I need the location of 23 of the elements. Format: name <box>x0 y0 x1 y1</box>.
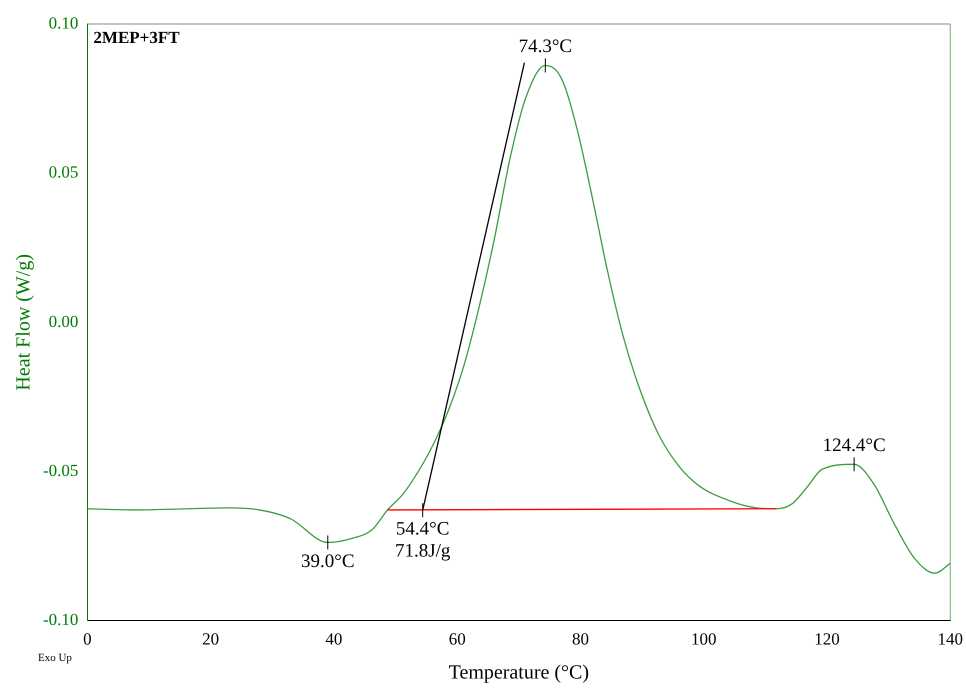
chart-title: 2MEP+3FT <box>93 28 180 47</box>
y-tick-label: -0.10 <box>42 610 78 630</box>
x-tick-label: 60 <box>448 629 466 648</box>
y-tick-label: -0.05 <box>42 460 78 480</box>
x-tick-label: 140 <box>938 629 963 648</box>
annotation: 39.0°C <box>301 550 355 572</box>
x-tick-label: 40 <box>325 629 342 648</box>
annotation: 54.4°C <box>396 518 450 540</box>
annotation: 74.3°C <box>518 36 572 57</box>
x-tick-label: 120 <box>814 629 840 648</box>
y-tick-label: 0.10 <box>48 13 78 32</box>
x-tick-label: 80 <box>572 629 589 648</box>
y-tick-label: 0.05 <box>48 162 78 182</box>
x-tick-label: 20 <box>202 629 220 648</box>
line-series <box>87 64 950 574</box>
x-tick-label: 0 <box>83 629 92 648</box>
y-axis-title: Heat Flow (W/g) <box>12 254 34 391</box>
text: Exo Up <box>38 652 72 664</box>
x-axis-title: Temperature (°C) <box>448 661 590 684</box>
annotation: 124.4°C <box>822 434 886 456</box>
y-tick-label: 0.00 <box>48 312 78 331</box>
x-tick-label: 100 <box>690 629 716 648</box>
annotation: 71.8J/g <box>394 540 451 562</box>
